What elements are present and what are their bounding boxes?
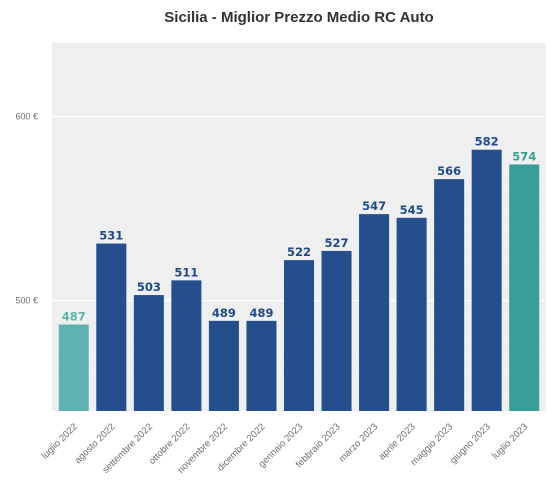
x-tick-label: giugno 2023 [448,421,493,466]
bar [58,324,89,411]
y-axis-ticks: 500 € 600 € [15,112,38,306]
bar [509,164,540,411]
bar-value-label: 511 [174,265,198,279]
bar-value-label: 489 [249,306,273,320]
bar-value-label: 503 [137,280,161,294]
bar-value-label: 545 [400,203,424,217]
bar-value-label: 489 [212,306,236,320]
bar-value-label: 582 [475,135,499,149]
x-tick-label: luglio 2023 [490,421,530,461]
bar [208,320,239,411]
y-tick-label: 500 € [15,296,38,306]
y-tick-label: 600 € [15,112,38,122]
bar-value-label: 547 [362,199,386,213]
bar [396,217,427,411]
bar-value-label: 487 [62,310,86,324]
bar [171,280,202,411]
data-labels: 487 531 503 511 489 489 522 527 547 545 566 582 574 [62,135,536,324]
bar [321,250,352,411]
chart-title: Sicilia - Miglior Prezzo Medio RC Auto [164,9,433,26]
x-tick-label: luglio 2022 [40,421,80,461]
bars [58,149,540,411]
x-tick-label: marzo 2023 [337,421,380,464]
bar [283,260,315,411]
bar-value-label: 527 [325,236,349,250]
bar-value-label: 574 [512,149,536,163]
bar [434,179,465,411]
bar [246,320,277,411]
bar-value-label: 522 [287,245,311,259]
bar-value-label: 566 [437,164,461,178]
bar [471,149,502,411]
bar [133,295,164,411]
bar [96,243,127,411]
bar-value-label: 531 [99,229,123,243]
bar [359,214,390,411]
